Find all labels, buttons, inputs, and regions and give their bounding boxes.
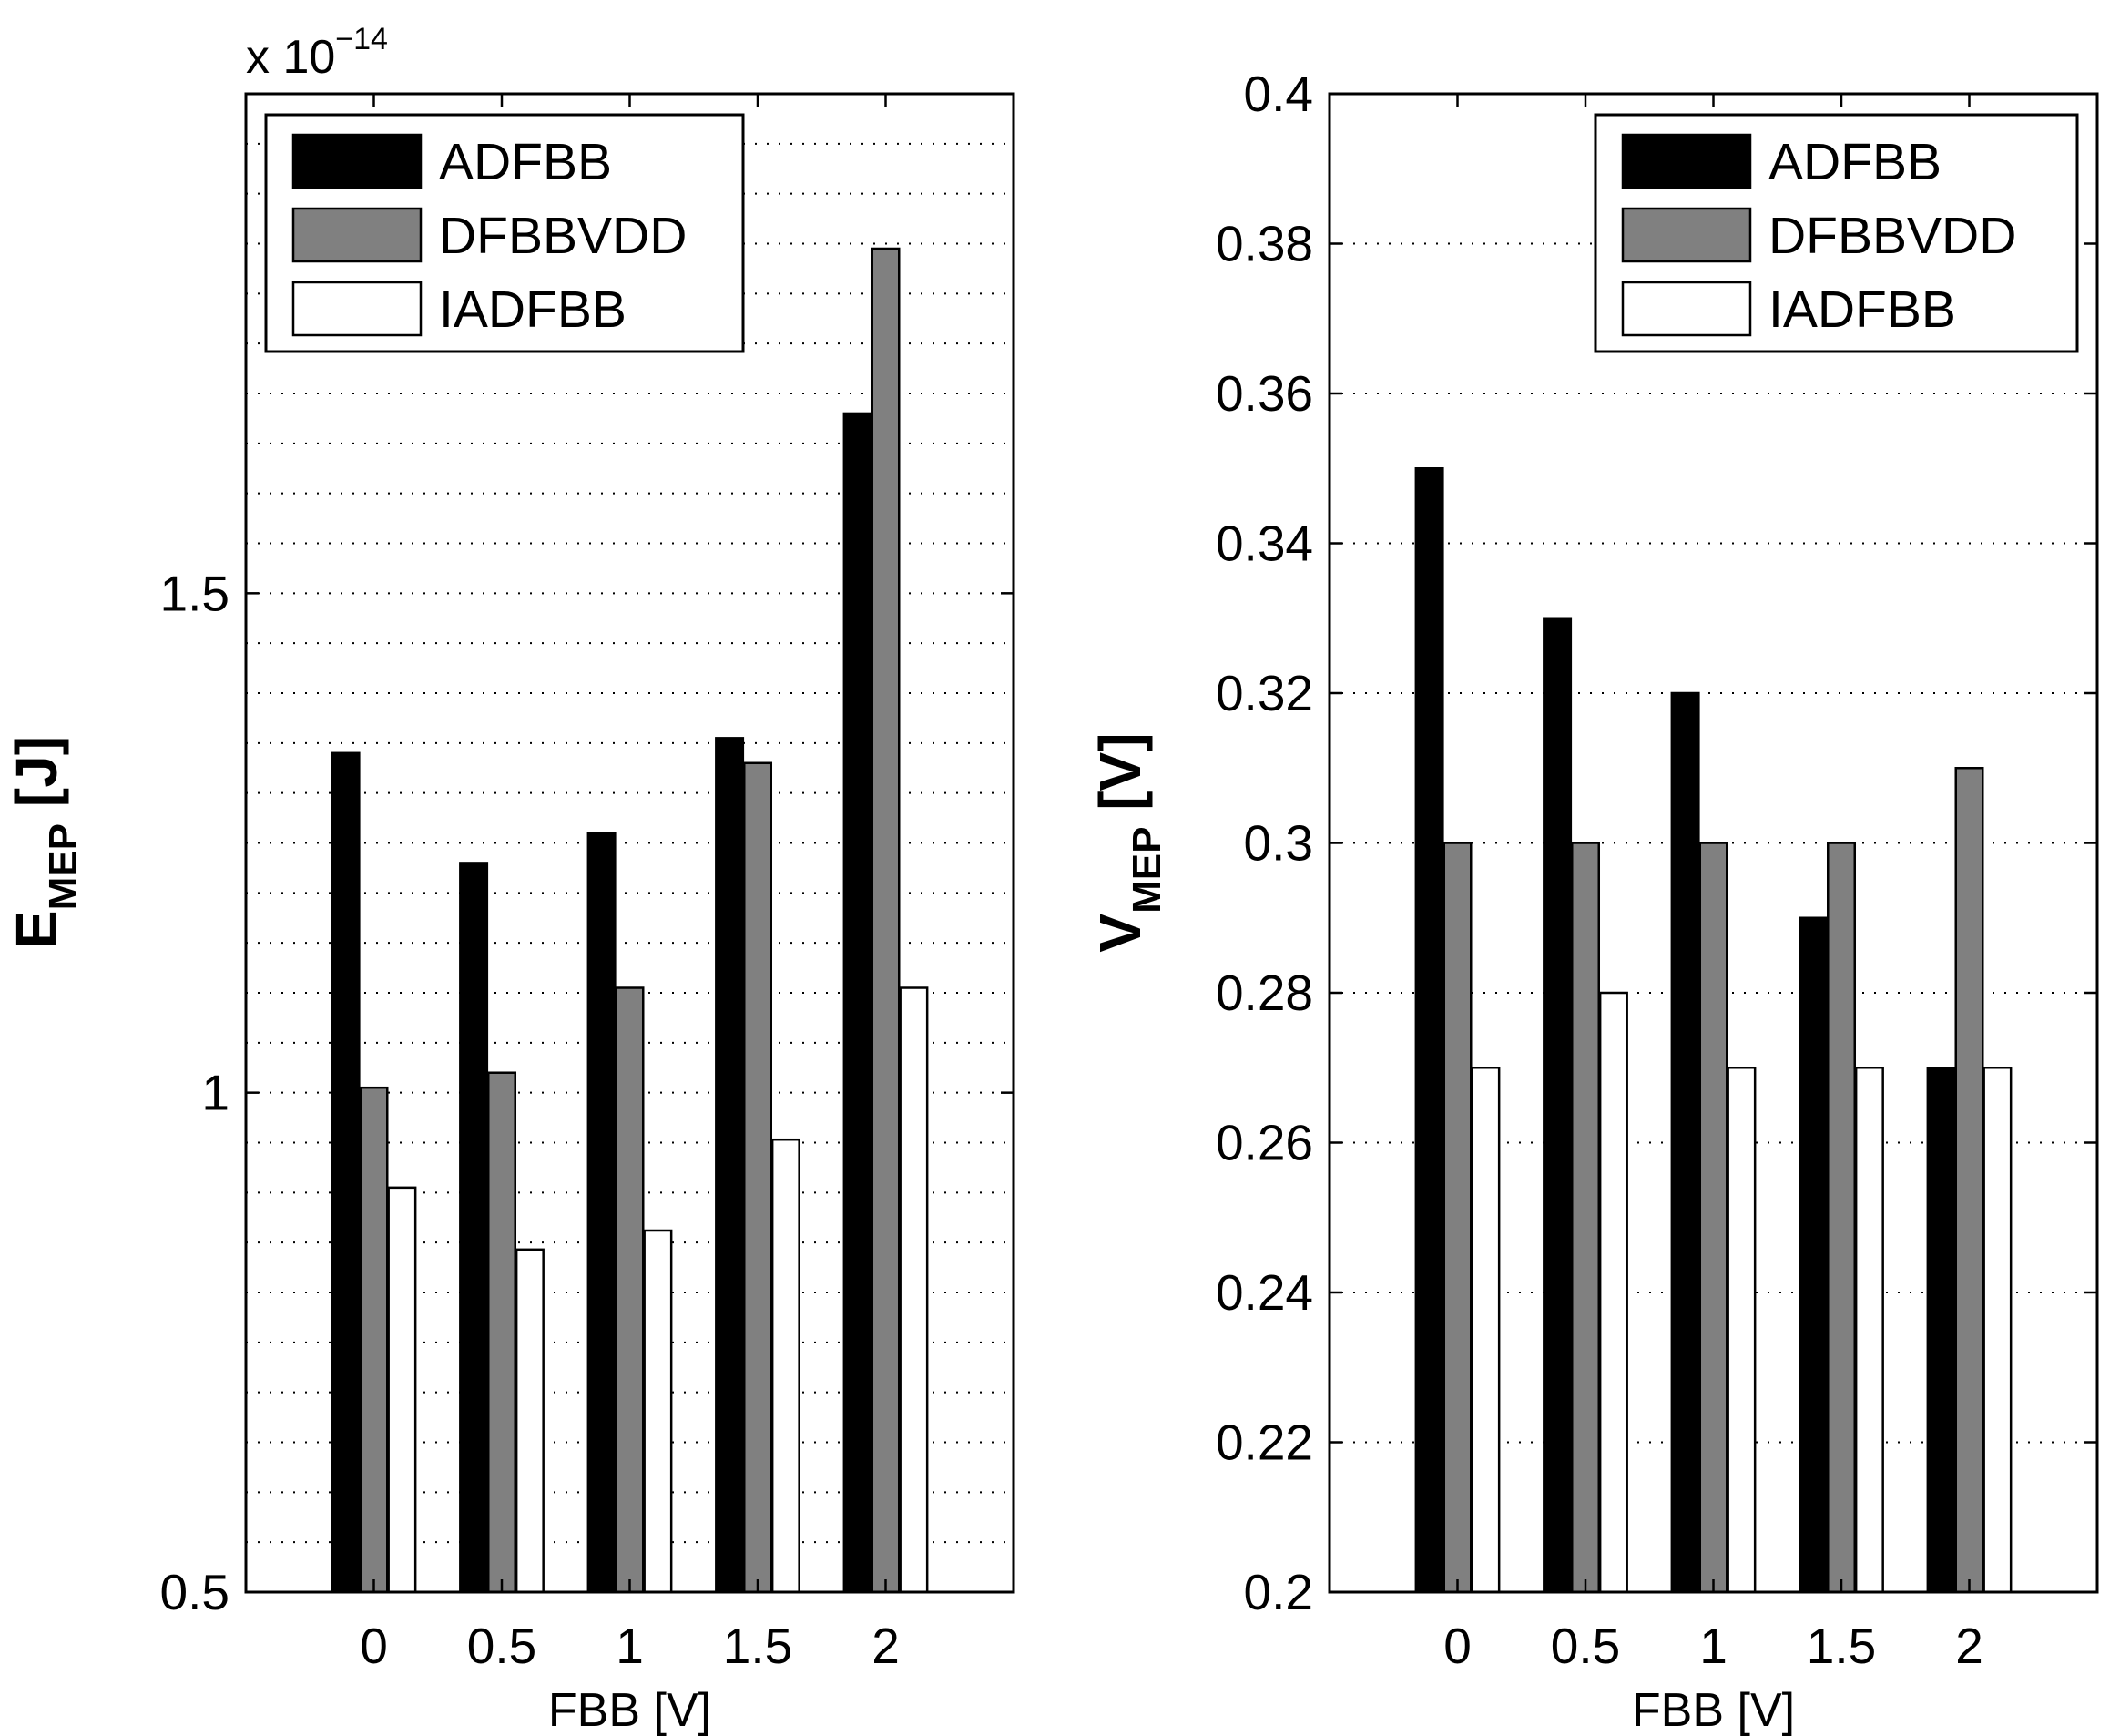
bar-dfbbvdd-3 [1826,842,1857,1594]
legend-label-adfbb: ADFBB [1768,133,1942,191]
bar-iadfbb-0 [387,1186,417,1594]
y-axis-label: EMEP [J] [4,736,86,949]
legend: ADFBB DFBBVDD IADFBB [1594,113,2079,353]
bar-dfbbvdd-2 [615,986,645,1594]
y-tick-label: 0.26 [1216,1115,1313,1171]
legend-swatch-adfbb [291,133,423,189]
y-ticks: 0.5 1 1.5 [160,565,1014,1620]
bar-iadfbb-3 [1854,1067,1884,1594]
bar-adfbb-1 [459,862,489,1594]
x-tick-label: 0 [360,1618,388,1674]
y-axis-label-subscript: MEP [1125,827,1169,914]
legend-label-dfbbvdd: DFBBVDD [439,207,687,265]
bar-iadfbb-3 [770,1138,800,1594]
y-tick-label: 0.32 [1216,665,1313,721]
x-tick-label: 1.5 [1807,1618,1876,1674]
legend-label-iadfbb: IADFBB [439,281,627,339]
x-ticks: 0 0.5 1 1.5 2 [1443,94,1983,1674]
bars [331,247,929,1594]
legend-swatch-iadfbb [1621,281,1752,337]
y-axis-label-main: E [4,910,69,949]
y-tick-label: 1 [201,1065,229,1121]
y-tick-label: 0.22 [1216,1414,1313,1471]
legend-label-iadfbb: IADFBB [1768,281,1956,339]
y-tick-label: 0.38 [1216,216,1313,272]
bar-adfbb-2 [586,832,617,1594]
y-tick-label: 0.5 [160,1564,229,1620]
bar-iadfbb-1 [1598,991,1628,1594]
y-exponent-power: −14 [335,22,388,56]
x-tick-label: 0.5 [467,1618,536,1674]
bar-iadfbb-4 [899,986,929,1594]
y-axis-label-space [4,807,69,823]
y-tick-label: 0.24 [1216,1264,1313,1321]
y-exponent-label: x 10−14 [246,22,388,84]
bar-dfbbvdd-1 [486,1071,517,1594]
bar-adfbb-0 [331,751,361,1594]
bar-adfbb-0 [1414,467,1444,1594]
y-axis-label-subscript: MEP [41,823,86,910]
legend-swatch-dfbbvdd [291,207,423,263]
bar-adfbb-1 [1543,617,1573,1594]
energy-chart: 0.5 1 1.5 0 0.5 1 1.5 2 FBB [V] EMEP [J] x 10−14 AD… [4,22,1015,1736]
bar-adfbb-3 [715,737,745,1594]
bar-dfbbvdd-2 [1698,842,1728,1594]
bar-dfbbvdd-3 [742,761,773,1594]
legend: ADFBB DFBBVDD IADFBB [264,113,745,353]
legend-swatch-adfbb [1621,133,1752,189]
bar-iadfbb-2 [1727,1067,1757,1594]
voltage-chart: 0.2 0.22 0.24 0.26 0.28 0.3 0.32 0.34 0.36 0.38 0.… [1087,66,2099,1736]
x-axis-label: FBB [V] [548,1684,711,1736]
bar-adfbb-2 [1670,691,1700,1594]
y-axis-label-space [1087,811,1153,827]
bar-dfbbvdd-1 [1570,842,1601,1594]
y-tick-label: 0.36 [1216,365,1313,422]
legend-label-adfbb: ADFBB [439,133,612,191]
bar-adfbb-3 [1799,916,1829,1594]
y-tick-label: 0.3 [1244,815,1313,872]
y-tick-label: 0.2 [1244,1564,1313,1620]
bar-dfbbvdd-0 [359,1086,389,1594]
x-tick-label: 1 [616,1618,644,1674]
x-tick-label: 0.5 [1551,1618,1620,1674]
x-tick-label: 1.5 [723,1618,792,1674]
legend-swatch-iadfbb [291,281,423,337]
bar-adfbb-4 [1926,1067,1956,1594]
x-tick-label: 2 [1955,1618,1983,1674]
x-tick-label: 2 [871,1618,900,1674]
x-tick-label: 0 [1443,1618,1472,1674]
x-axis-label: FBB [V] [1632,1684,1795,1736]
x-tick-label: 1 [1699,1618,1728,1674]
y-exponent-base: x 10 [246,31,335,84]
x-ticks: 0 0.5 1 1.5 2 [360,94,900,1674]
bar-dfbbvdd-4 [1954,767,1984,1594]
bar-adfbb-4 [842,412,872,1594]
bar-dfbbvdd-0 [1442,842,1473,1594]
bar-iadfbb-4 [1982,1067,2013,1594]
y-ticks: 0.2 0.22 0.24 0.26 0.28 0.3 0.32 0.34 0.36 0.38 0.… [1216,66,2097,1620]
bar-dfbbvdd-4 [871,247,901,1594]
bar-iadfbb-2 [643,1229,673,1594]
legend-swatch-dfbbvdd [1621,207,1752,263]
y-tick-label: 0.4 [1244,66,1313,122]
y-axis-label-unit: [V] [1087,732,1153,810]
y-tick-label: 0.34 [1216,516,1313,572]
y-tick-label: 1.5 [160,565,229,621]
bars [1414,467,2013,1594]
y-axis-label: VMEP [V] [1087,732,1169,952]
y-axis-label-unit: [J] [4,736,69,807]
y-axis-label-main: V [1087,914,1153,953]
bar-iadfbb-1 [515,1248,545,1594]
y-tick-label: 0.28 [1216,965,1313,1021]
legend-label-dfbbvdd: DFBBVDD [1768,207,2016,265]
bar-iadfbb-0 [1471,1067,1501,1594]
